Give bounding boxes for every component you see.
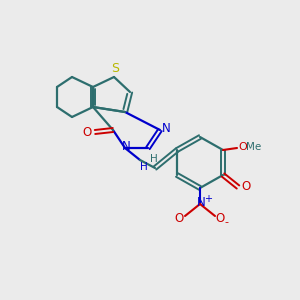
Text: N: N <box>162 122 170 136</box>
Text: N: N <box>122 140 130 154</box>
Text: O: O <box>215 212 225 224</box>
Text: N: N <box>196 196 206 209</box>
Text: +: + <box>204 194 212 204</box>
Text: H: H <box>150 154 158 164</box>
Text: H: H <box>140 162 148 172</box>
Text: O: O <box>238 142 247 152</box>
Text: O: O <box>242 181 250 194</box>
Text: -: - <box>224 217 228 227</box>
Text: O: O <box>82 127 91 140</box>
Text: S: S <box>111 62 119 76</box>
Text: Me: Me <box>246 142 262 152</box>
Text: O: O <box>174 212 184 224</box>
